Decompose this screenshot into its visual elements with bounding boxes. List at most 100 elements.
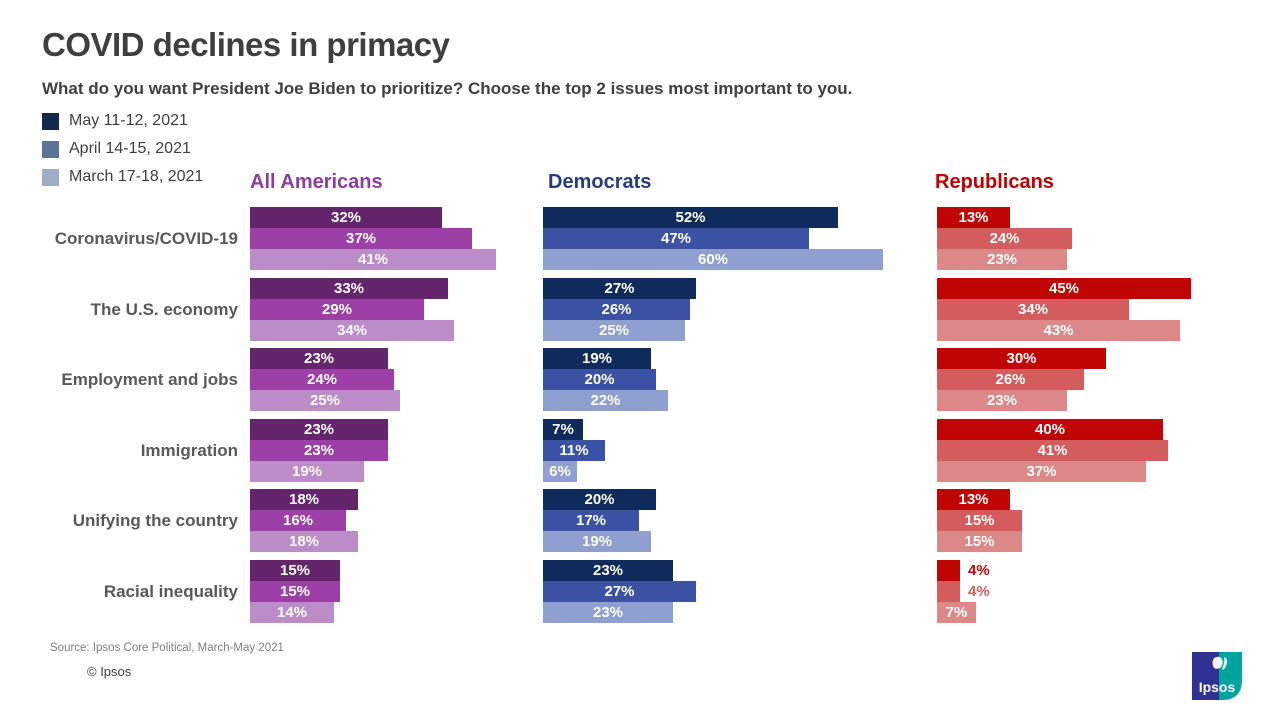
bar	[250, 489, 358, 510]
page-title: COVID declines in primacy	[42, 26, 450, 63]
bar	[543, 299, 690, 320]
bar	[543, 348, 651, 369]
bar-value-label: 26%	[601, 301, 632, 318]
legend: May 11-12, 2021 April 14-15, 2021 March 17…	[42, 107, 203, 191]
bar	[250, 461, 364, 482]
legend-label: May 11-12, 2021	[69, 112, 188, 129]
bar	[250, 581, 340, 602]
bar	[937, 560, 960, 581]
bar-value-label: 7%	[552, 421, 574, 438]
bar-value-label: 37%	[345, 230, 377, 247]
legend-label: April 14-15, 2021	[69, 140, 191, 157]
category-label: Racial inequality	[103, 581, 238, 601]
bar	[250, 207, 442, 228]
bar	[937, 369, 1084, 390]
legend-swatch-icon	[42, 168, 59, 186]
ipsos-logo: Ipsos	[1192, 652, 1242, 700]
bar	[250, 419, 388, 440]
bar-value-label: 29%	[321, 301, 353, 318]
category-label: The U.S. economy	[90, 299, 238, 319]
bar-value-label: 14%	[276, 604, 308, 621]
bar	[937, 602, 976, 623]
bar	[543, 320, 685, 341]
bar	[543, 369, 656, 390]
page-subtitle: What do you want President Joe Biden to …	[42, 79, 853, 98]
bar	[250, 348, 388, 369]
bar-value-label: 34%	[336, 322, 368, 339]
bar-value-label: 37%	[1026, 463, 1057, 480]
bar-value-label: 23%	[592, 604, 624, 621]
bar	[937, 249, 1067, 270]
bar	[250, 602, 334, 623]
bar-value-label: 13%	[958, 491, 989, 508]
bar	[543, 531, 651, 552]
bar-value-label: 25%	[309, 392, 341, 409]
bar	[937, 207, 1010, 228]
bar	[250, 278, 448, 299]
bar-value-label: 23%	[592, 562, 624, 579]
bar-value-label: 18%	[288, 491, 320, 508]
bar	[543, 249, 883, 270]
column-header: Republicans	[935, 171, 1054, 193]
bar-value-label: 15%	[964, 533, 995, 550]
category-label: Coronavirus/COVID-19	[54, 228, 238, 248]
bar	[937, 531, 1022, 552]
bar-value-label: 24%	[989, 230, 1020, 247]
category-label: Unifying the country	[72, 510, 238, 530]
bar	[250, 249, 496, 270]
bar-value-label: 22%	[590, 392, 621, 409]
bar-value-label: 33%	[333, 280, 365, 297]
bar-value-label: 20%	[584, 491, 615, 508]
bar	[937, 348, 1106, 369]
bar	[937, 510, 1022, 531]
bar-value-label: 4%	[968, 562, 990, 579]
bar-value-label: 23%	[303, 421, 335, 438]
bar-value-label: 11%	[559, 442, 589, 459]
bar	[250, 531, 358, 552]
legend-item: May 11-12, 2021	[42, 107, 203, 135]
bar	[937, 278, 1191, 299]
legend-swatch-icon	[42, 140, 59, 158]
bar	[937, 489, 1010, 510]
bar-value-label: 27%	[604, 583, 635, 600]
bar-value-label: 26%	[995, 371, 1026, 388]
bar-value-label: 23%	[303, 442, 335, 459]
bar	[250, 560, 340, 581]
bar	[543, 489, 656, 510]
bar	[543, 440, 605, 461]
bar	[937, 461, 1146, 482]
source-note: Source: Ipsos Core Political, March-May …	[50, 642, 284, 654]
bar	[250, 320, 454, 341]
bar-value-label: 30%	[1006, 350, 1037, 367]
bar	[250, 228, 472, 249]
bar	[937, 228, 1072, 249]
bar-value-label: 41%	[357, 251, 389, 268]
bar	[937, 419, 1163, 440]
bar-value-label: 60%	[697, 251, 729, 268]
legend-item: April 14-15, 2021	[42, 135, 203, 163]
bar	[250, 390, 400, 411]
bar	[543, 207, 838, 228]
bar-value-label: 15%	[279, 562, 311, 579]
bar	[250, 440, 388, 461]
bar-value-label: 41%	[1037, 442, 1068, 459]
bar	[250, 510, 346, 531]
bar-value-label: 32%	[330, 209, 362, 226]
bar-value-label: 52%	[675, 209, 706, 226]
bar	[543, 390, 668, 411]
bar-value-label: 15%	[279, 583, 311, 600]
legend-item: March 17-18, 2021	[42, 163, 203, 191]
bar-value-label: 23%	[986, 392, 1018, 409]
bar-value-label: 19%	[291, 463, 323, 480]
bar-value-label: 17%	[575, 512, 607, 529]
bar	[543, 228, 809, 249]
bar-value-label: 20%	[584, 371, 615, 388]
bar-value-label: 23%	[303, 350, 335, 367]
bar	[543, 581, 696, 602]
bar	[543, 560, 673, 581]
bar	[937, 581, 960, 602]
bar	[543, 510, 639, 531]
bar-value-label: 23%	[986, 251, 1018, 268]
svg-text:Ipsos: Ipsos	[1199, 679, 1236, 695]
bar	[937, 299, 1129, 320]
